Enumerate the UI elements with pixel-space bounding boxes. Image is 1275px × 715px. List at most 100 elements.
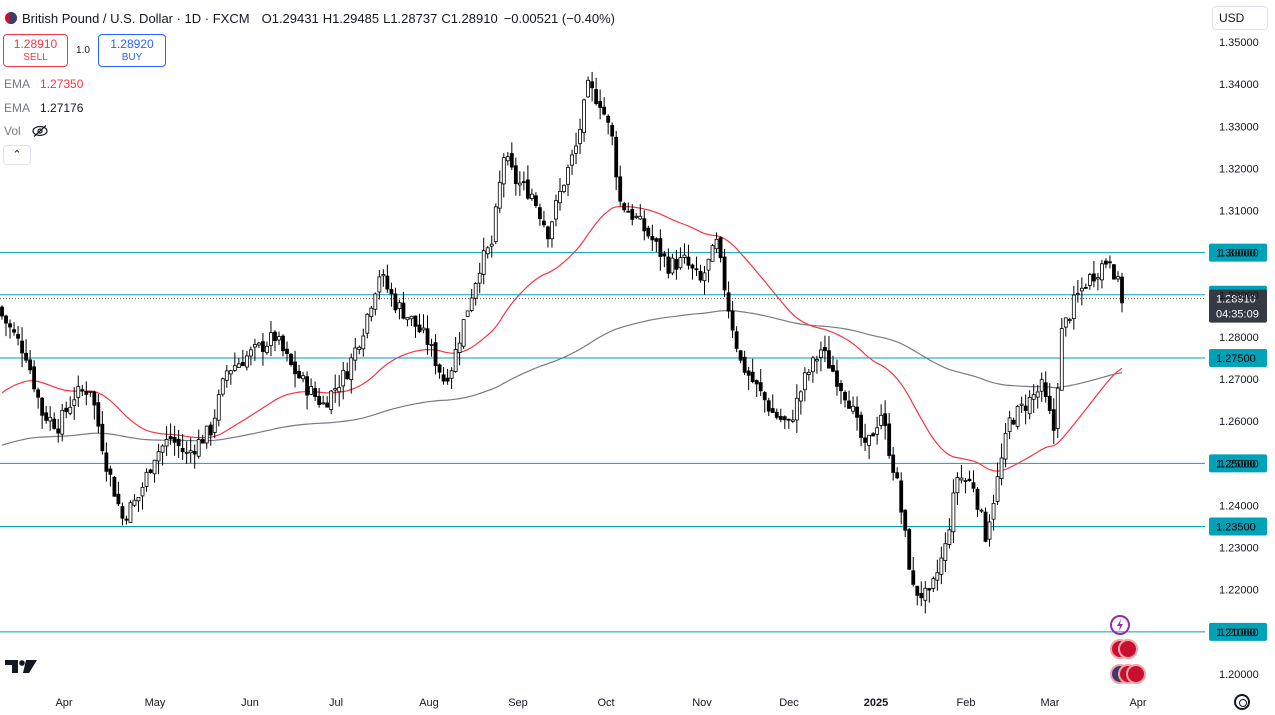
lightning-icon[interactable] bbox=[1110, 615, 1130, 635]
candle-body bbox=[738, 350, 743, 361]
x-tick-label-11: Mar bbox=[1041, 697, 1060, 709]
us-flag-icon[interactable] bbox=[1126, 664, 1146, 684]
candle-body bbox=[871, 433, 876, 437]
candle-body bbox=[983, 511, 988, 542]
order-quantity[interactable]: 1.0 bbox=[76, 45, 90, 56]
candle-body bbox=[867, 434, 871, 446]
candle-body bbox=[148, 469, 153, 473]
candle-body bbox=[686, 256, 691, 266]
candle-body bbox=[730, 310, 735, 331]
candle-body bbox=[365, 313, 370, 334]
symbol-title[interactable]: British Pound / U.S. Dollar · 1D · FXCM bbox=[22, 10, 250, 26]
x-tick-label-5: Sep bbox=[508, 697, 528, 709]
candle-body bbox=[60, 409, 65, 435]
candle-body bbox=[1023, 405, 1028, 411]
ema-slow-legend[interactable]: EMA 1.27176 bbox=[4, 101, 83, 115]
settings-icon[interactable] bbox=[1234, 694, 1250, 710]
ema-fast-legend[interactable]: EMA 1.27350 bbox=[4, 77, 83, 91]
candle-body bbox=[630, 209, 635, 220]
volume-legend[interactable]: Vol bbox=[4, 124, 49, 138]
candle-body bbox=[208, 424, 213, 436]
candle-body bbox=[794, 397, 799, 421]
candle-body bbox=[666, 256, 671, 274]
candle-body bbox=[1104, 260, 1108, 265]
candle-body bbox=[963, 480, 968, 482]
candle-body bbox=[489, 243, 494, 247]
candle-body bbox=[951, 492, 956, 533]
sell-button[interactable]: 1.28910 SELL bbox=[3, 34, 68, 67]
candle-body bbox=[381, 274, 386, 277]
candle-body bbox=[538, 207, 542, 219]
candle-body bbox=[212, 417, 217, 433]
candle-body bbox=[176, 438, 181, 447]
candle-body bbox=[971, 482, 976, 489]
uk-flag-icon[interactable] bbox=[1118, 639, 1138, 659]
candle-body bbox=[823, 347, 827, 352]
low-key: L bbox=[383, 10, 391, 26]
candle-body bbox=[622, 203, 627, 211]
candle-body bbox=[285, 348, 289, 354]
candle-body bbox=[606, 115, 611, 123]
candle-body bbox=[84, 391, 89, 395]
candle-body bbox=[674, 259, 679, 270]
candle-body bbox=[116, 493, 121, 505]
x-tick-label-0: Apr bbox=[55, 697, 72, 709]
ema-fast-line[interactable] bbox=[1, 206, 1123, 472]
candle-body bbox=[385, 275, 390, 290]
candle-body bbox=[911, 570, 916, 585]
candle-body bbox=[618, 176, 623, 202]
candle-body bbox=[108, 468, 113, 475]
candle-body bbox=[64, 407, 69, 413]
ema-slow-line[interactable] bbox=[1, 310, 1123, 446]
candle-body bbox=[1120, 276, 1124, 304]
eye-off-icon[interactable] bbox=[31, 124, 49, 138]
candle-body bbox=[521, 181, 526, 184]
horizontal-line-tag-0 bbox=[1209, 243, 1267, 262]
buy-button[interactable]: 1.28920 BUY bbox=[98, 34, 166, 67]
candle-body bbox=[36, 389, 41, 398]
candle-body bbox=[1079, 287, 1084, 292]
tradingview-logo[interactable] bbox=[5, 658, 37, 674]
candle-body bbox=[1011, 419, 1016, 425]
candle-body bbox=[305, 376, 309, 396]
candle-body bbox=[253, 344, 257, 348]
y-tick-label-13: 1.22000 bbox=[1219, 585, 1259, 597]
candle-body bbox=[240, 361, 245, 367]
candle-body bbox=[574, 145, 578, 154]
candle-body bbox=[493, 206, 498, 243]
candle-body bbox=[341, 369, 346, 387]
candle-body bbox=[1108, 261, 1112, 264]
candle-body bbox=[594, 89, 599, 104]
candle-body bbox=[517, 182, 522, 186]
candle-body bbox=[883, 413, 888, 426]
x-tick-label-4: Aug bbox=[419, 697, 439, 709]
candle-body bbox=[72, 399, 77, 406]
candle-body bbox=[831, 365, 835, 372]
y-tick-label-6: 1.29000 bbox=[1219, 290, 1259, 302]
y-tick-label-2: 1.33000 bbox=[1219, 121, 1259, 133]
candle-body bbox=[947, 529, 952, 545]
candle-body bbox=[457, 342, 462, 353]
high-key: H bbox=[322, 10, 333, 26]
candle-body bbox=[160, 445, 165, 453]
sell-label: SELL bbox=[23, 52, 48, 63]
candle-body bbox=[76, 386, 81, 398]
candle-body bbox=[204, 425, 209, 444]
candle-body bbox=[333, 388, 338, 391]
candle-body bbox=[1007, 417, 1012, 433]
candle-body bbox=[357, 346, 362, 350]
candle-body bbox=[718, 237, 723, 259]
currency-selector[interactable]: USD bbox=[1212, 6, 1268, 30]
candle-body bbox=[995, 476, 1000, 502]
candle-body bbox=[798, 391, 803, 402]
collapse-legend-button[interactable]: ⌃ bbox=[3, 145, 31, 165]
candle-body bbox=[923, 587, 928, 601]
candle-body bbox=[855, 406, 859, 418]
candle-body bbox=[1003, 432, 1008, 460]
candle-body bbox=[297, 371, 301, 379]
candle-body bbox=[345, 371, 350, 380]
candle-body bbox=[863, 437, 867, 443]
candle-body bbox=[975, 488, 980, 510]
symbol-legend[interactable]: British Pound / U.S. Dollar · 1D · FXCM … bbox=[4, 8, 615, 28]
